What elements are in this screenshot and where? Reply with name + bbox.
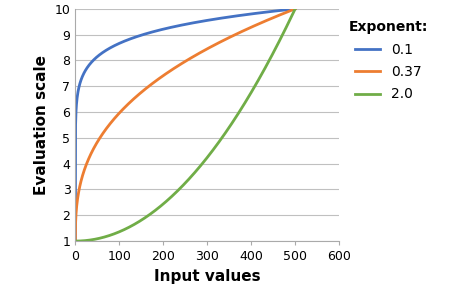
2.0 bbox=[292, 7, 298, 11]
0.37 bbox=[244, 27, 250, 31]
Legend: 0.1, 0.37, 2.0: 0.1, 0.37, 2.0 bbox=[349, 20, 428, 101]
X-axis label: Input values: Input values bbox=[154, 269, 260, 284]
Line: 0.37: 0.37 bbox=[75, 9, 295, 241]
0.37 bbox=[95, 139, 101, 143]
0.1 bbox=[292, 7, 298, 11]
2.0 bbox=[244, 98, 250, 102]
2.0 bbox=[162, 201, 167, 205]
0.1 bbox=[95, 54, 101, 58]
0.37 bbox=[170, 68, 175, 71]
0.1 bbox=[223, 16, 229, 19]
Y-axis label: Evaluation scale: Evaluation scale bbox=[34, 55, 49, 195]
0.37 bbox=[162, 73, 167, 77]
0.1 bbox=[170, 25, 175, 29]
2.0 bbox=[248, 91, 253, 95]
0.1 bbox=[73, 239, 78, 243]
0.37 bbox=[248, 26, 253, 29]
Line: 2.0: 2.0 bbox=[75, 9, 295, 241]
0.37 bbox=[223, 37, 229, 41]
2.0 bbox=[95, 237, 101, 240]
0.1 bbox=[248, 12, 253, 16]
2.0 bbox=[223, 130, 229, 133]
2.0 bbox=[73, 239, 78, 243]
Line: 0.1: 0.1 bbox=[75, 9, 295, 241]
2.0 bbox=[170, 194, 175, 198]
0.1 bbox=[162, 27, 167, 31]
0.37 bbox=[73, 239, 78, 243]
0.37 bbox=[292, 7, 298, 11]
0.1 bbox=[244, 13, 250, 16]
